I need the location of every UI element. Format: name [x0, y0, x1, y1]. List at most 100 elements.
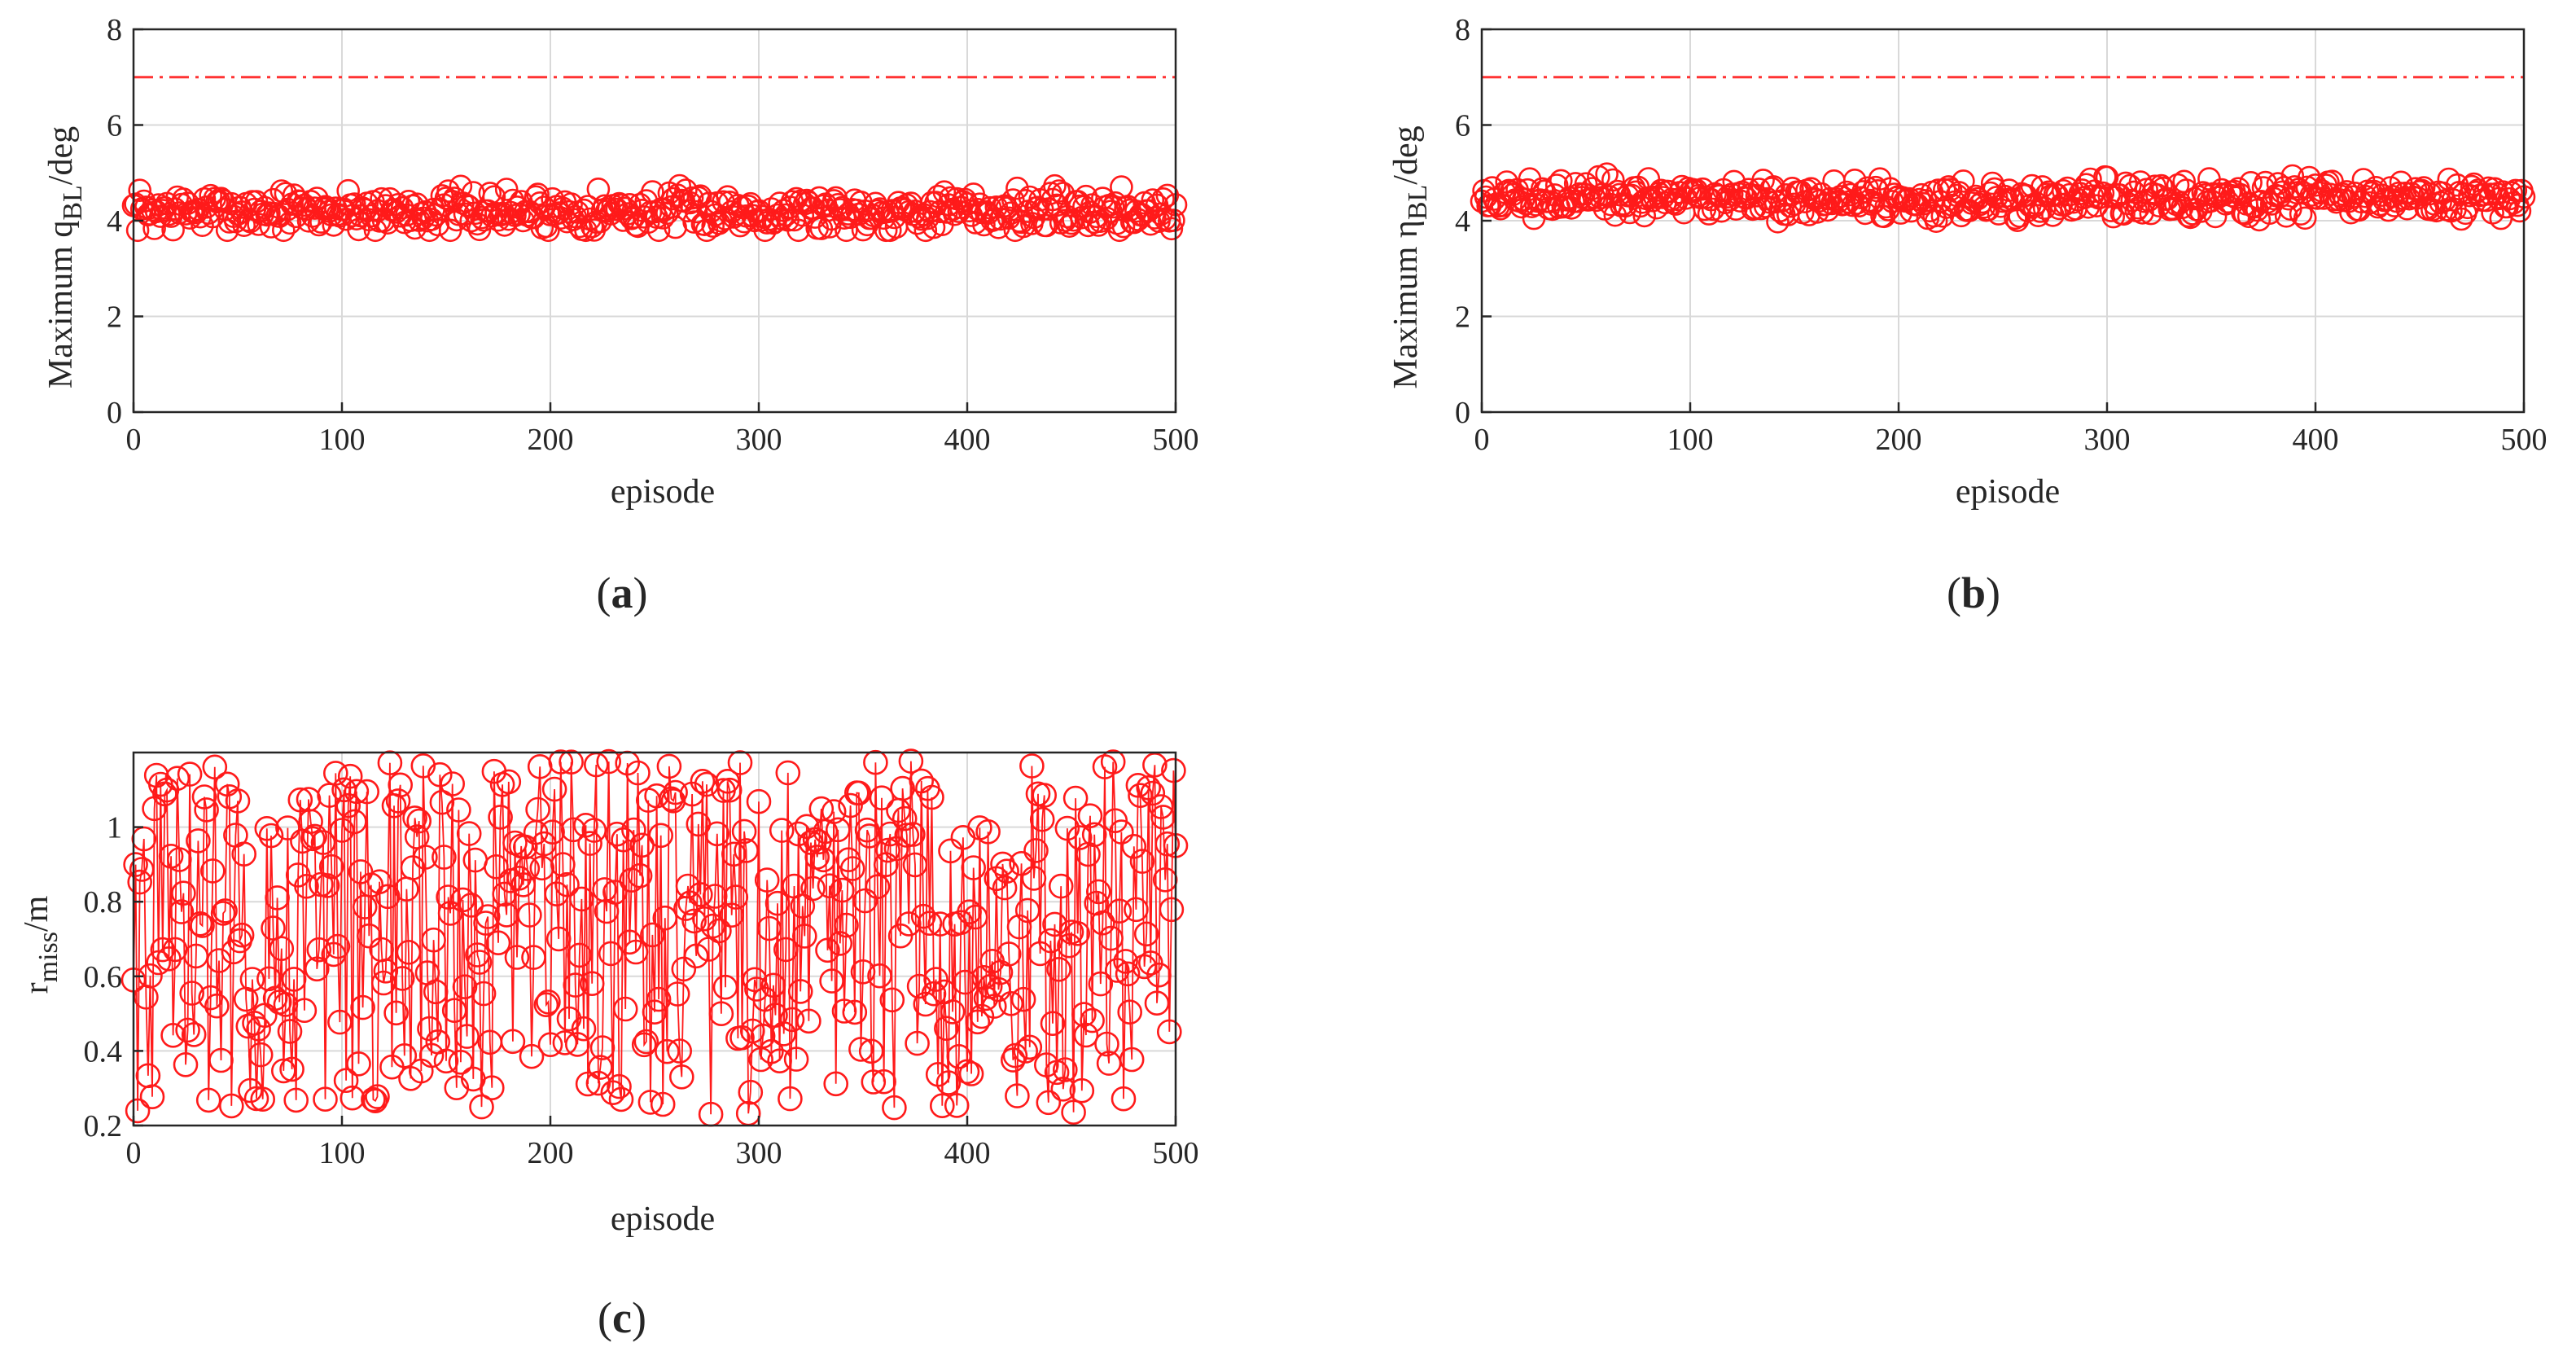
x-tick-label-a-0: 0	[126, 423, 142, 457]
data-point-a-499	[1162, 208, 1185, 232]
data-point-c-470	[1100, 749, 1126, 775]
data-point-c-168	[471, 981, 497, 1007]
data-point-c-490	[1142, 752, 1168, 778]
axis-ticks-c: 0 100 200 300 400 500 0.2 0.4 0.6 0.8 1	[84, 811, 1199, 1170]
data-point-c-93	[314, 873, 340, 898]
x-tick-label-a-1: 100	[319, 423, 366, 457]
data-point-c-31	[186, 828, 211, 854]
data-point-c-25	[173, 1052, 199, 1077]
data-point-c-409	[973, 985, 999, 1012]
y-tick-label-a-1: 2	[107, 301, 122, 335]
data-point-b-470	[2449, 207, 2473, 231]
caption-a-letter: a	[611, 568, 633, 617]
data-point-c-107	[344, 779, 370, 805]
data-point-a-262	[668, 173, 692, 198]
data-point-c-230	[600, 1080, 626, 1105]
data-point-c-148	[429, 789, 455, 815]
data-point-c-21	[164, 766, 191, 792]
x-tick-label-c-2: 200	[528, 1136, 574, 1170]
data-point-c-426	[1009, 851, 1034, 876]
x-tick-label-b-2: 200	[1876, 423, 1922, 457]
x-tick-label-c-1: 100	[319, 1136, 366, 1170]
data-point-c-281	[707, 918, 732, 944]
data-point-c-418	[992, 875, 1018, 901]
data-point-c-3	[127, 869, 152, 895]
data-point-c-475	[1111, 1086, 1137, 1112]
data-point-c-285	[715, 768, 740, 794]
data-point-c-60	[246, 1016, 271, 1042]
data-point-c-213	[564, 1032, 590, 1057]
data-point-c-375	[902, 852, 928, 878]
data-point-c-260	[663, 779, 688, 805]
plot-frame-c	[132, 751, 1177, 1127]
data-point-b-446	[2399, 182, 2424, 205]
data-point-a-444	[1047, 179, 1071, 203]
data-point-c-340	[830, 877, 855, 903]
data-point-a-210	[559, 192, 583, 216]
data-point-c-357	[865, 874, 891, 899]
y-tick-label-b-4: 8	[1455, 13, 1470, 47]
data-point-c-152	[437, 901, 463, 926]
data-point-c-150	[433, 1048, 459, 1074]
x-tick-label-c-3: 300	[736, 1136, 782, 1170]
data-point-c-261	[664, 981, 690, 1007]
data-point-c-106	[342, 809, 367, 835]
data-point-c-72	[270, 1058, 296, 1084]
data-point-c-159	[452, 974, 478, 999]
data-point-c-120	[370, 970, 396, 996]
data-point-a-309	[765, 203, 790, 227]
data-point-c-467	[1094, 1031, 1119, 1057]
data-point-c-118	[366, 869, 392, 894]
data-point-c-476	[1113, 949, 1138, 974]
data-point-b-435	[2377, 198, 2400, 222]
data-point-b-267	[2026, 204, 2050, 228]
data-point-c-38	[199, 858, 226, 884]
data-point-c-464	[1088, 971, 1114, 997]
data-markers-b	[1470, 162, 2536, 234]
x-tick-label-c-5: 500	[1153, 1136, 1199, 1170]
data-point-c-123	[377, 750, 403, 776]
data-point-c-128	[388, 772, 414, 798]
data-point-c-223	[585, 1070, 611, 1096]
data-point-c-154	[441, 998, 467, 1023]
data-point-c-71	[269, 936, 295, 961]
data-point-c-383	[919, 784, 944, 810]
data-point-c-192	[521, 945, 546, 970]
data-point-c-129	[389, 966, 415, 991]
data-point-c-65	[256, 966, 282, 992]
data-point-c-316	[779, 1007, 805, 1033]
x-tick-label-b-5: 500	[2501, 423, 2548, 457]
data-point-c-170	[475, 904, 501, 929]
data-point-c-335	[819, 968, 844, 994]
data-point-b-120	[1720, 182, 1744, 206]
data-point-c-61	[248, 1042, 274, 1068]
data-point-a-342	[835, 218, 858, 243]
data-point-a-470	[1101, 195, 1125, 219]
data-point-c-187	[510, 872, 537, 897]
data-point-c-85	[298, 809, 323, 835]
data-point-c-373	[898, 748, 924, 774]
data-point-c-417	[990, 851, 1015, 877]
data-point-c-115	[361, 1086, 386, 1112]
data-point-c-469	[1098, 925, 1124, 951]
data-point-c-365	[882, 1095, 907, 1121]
data-point-c-36	[195, 1087, 221, 1113]
data-point-c-298	[742, 967, 768, 993]
data-point-c-112	[354, 779, 380, 805]
data-point-b-311	[2118, 173, 2142, 198]
data-point-c-37	[198, 985, 224, 1011]
data-point-b-179	[1842, 169, 1867, 192]
data-point-a-426	[1010, 210, 1033, 235]
data-point-c-62	[250, 1086, 276, 1112]
data-point-c-249	[640, 922, 665, 948]
data-point-a-473	[1107, 218, 1132, 243]
data-point-b-55	[1584, 188, 1609, 213]
data-point-c-452	[1062, 785, 1089, 811]
data-point-c-479	[1119, 1047, 1145, 1073]
data-point-c-52	[229, 922, 255, 948]
data-point-a-75	[278, 211, 302, 235]
y-axis-label-b: Maximum ηBL/deg	[1387, 125, 1433, 388]
data-point-c-402	[958, 1061, 984, 1086]
data-point-c-190	[517, 902, 542, 928]
data-point-c-250	[642, 999, 668, 1025]
